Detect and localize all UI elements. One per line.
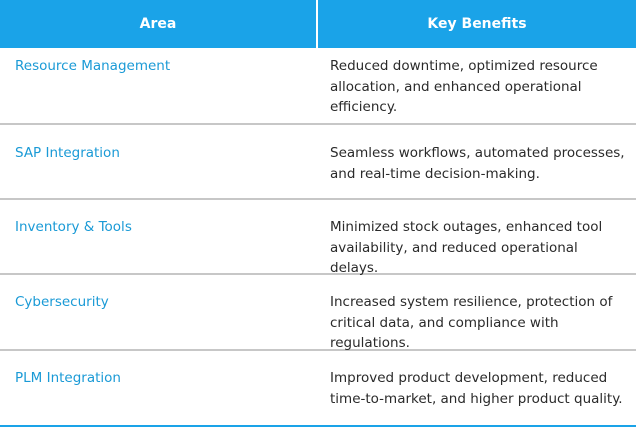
header-key-benefits: Key Benefits — [427, 16, 527, 32]
benefit-cell: Seamless workflows, automated processes,… — [330, 145, 625, 182]
area-cell: PLM Integration — [15, 370, 121, 386]
table-row: Cybersecurity Increased system resilienc… — [0, 275, 636, 351]
table-row: PLM Integration Improved product develop… — [0, 351, 636, 427]
benefit-cell: Minimized stock outages, enhanced tool a… — [330, 219, 603, 276]
area-cell: Inventory & Tools — [15, 219, 132, 235]
header-area: Area — [0, 0, 318, 48]
table-row: Inventory & Tools Minimized stock outage… — [0, 200, 636, 276]
area-cell: SAP Integration — [15, 145, 120, 161]
table-header: Area Key Benefits — [0, 0, 636, 48]
area-cell: Cybersecurity — [15, 294, 109, 310]
benefit-cell: Increased system resilience, protection … — [330, 294, 613, 351]
area-cell: Resource Management — [15, 58, 171, 74]
benefit-cell: Reduced downtime, optimized resource all… — [330, 58, 598, 115]
benefit-cell: Improved product development, reduced ti… — [330, 370, 623, 407]
table-row: SAP Integration Seamless workflows, auto… — [0, 125, 636, 200]
table-row: Resource Management Reduced downtime, op… — [0, 48, 636, 125]
